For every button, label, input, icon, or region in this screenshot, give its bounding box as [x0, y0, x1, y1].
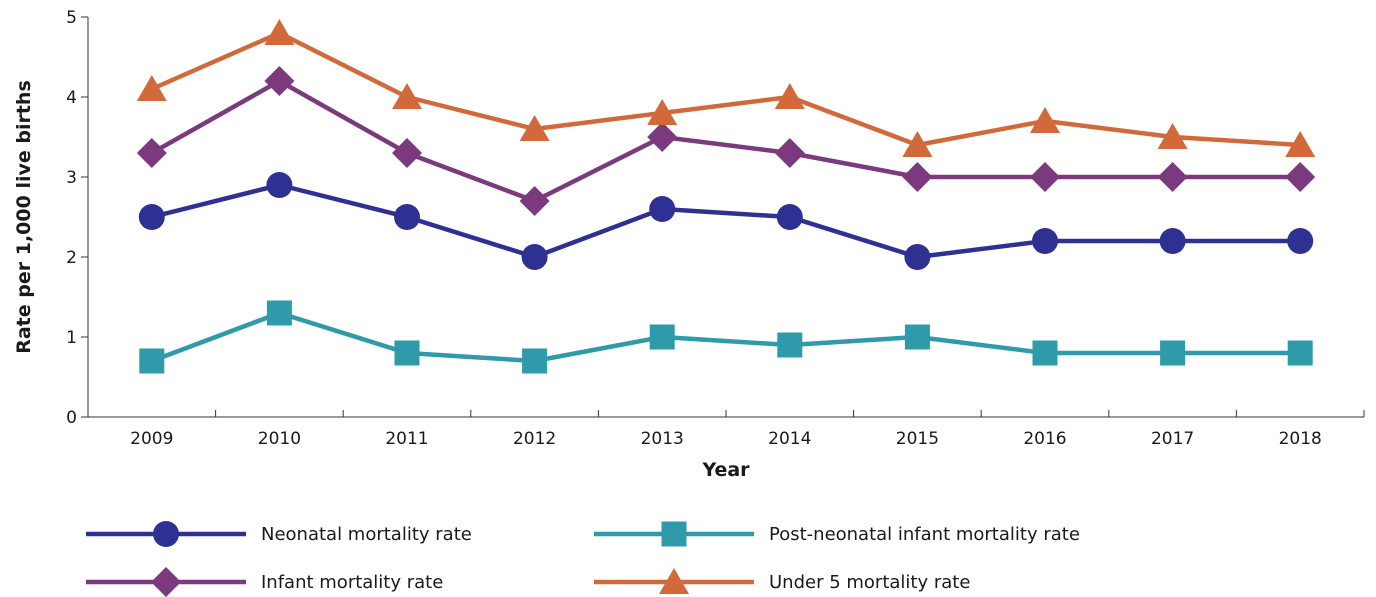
y-tick-label: 1	[66, 328, 77, 348]
x-tick-label: 2016	[1023, 429, 1066, 449]
legend-label: Neonatal mortality rate	[261, 524, 472, 545]
data-point-square	[522, 348, 548, 374]
data-point-circle	[1287, 228, 1314, 254]
legend: Neonatal mortality rate Post-neonatal inf…	[86, 521, 1080, 597]
data-point-triangle	[1285, 131, 1316, 157]
x-tick-label: 2015	[896, 429, 939, 449]
data-point-circle	[776, 204, 803, 230]
y-axis-title: Rate per 1,000 live births	[13, 80, 35, 354]
data-point-circle	[394, 204, 420, 230]
data-point-square	[394, 340, 420, 366]
legend-marker-square	[661, 521, 687, 547]
y-tick-label: 2	[66, 248, 77, 268]
y-tick-label: 5	[66, 8, 77, 28]
data-point-diamond	[774, 138, 805, 168]
data-point-circle	[649, 196, 676, 222]
legend-item: Under 5 mortality rate	[594, 568, 970, 594]
series-layer	[136, 19, 1316, 374]
legend-item: Infant mortality rate	[86, 567, 443, 597]
legend-item: Post-neonatal infant mortality rate	[594, 521, 1080, 547]
data-point-triangle	[774, 83, 805, 109]
x-axis-title: Year	[701, 459, 750, 481]
data-point-circle	[266, 172, 293, 198]
series-line	[151, 310, 1301, 364]
data-point-diamond	[1285, 162, 1316, 192]
data-point-diamond	[1157, 162, 1188, 192]
axes: 0 1 2 3 4 5 2009 2010 2011 2012 2013 2014 2015 2016 20…	[66, 8, 1365, 449]
x-tick-label: 2010	[258, 429, 301, 449]
series-line	[150, 78, 1301, 204]
data-point-square	[649, 324, 675, 350]
series-diamond	[136, 66, 1316, 216]
data-point-triangle	[264, 19, 295, 45]
data-point-triangle	[1030, 107, 1060, 133]
x-tick-label: 2018	[1279, 429, 1322, 449]
series-circle	[138, 172, 1314, 270]
x-tick-label: 2014	[768, 429, 811, 449]
data-point-diamond	[902, 162, 933, 192]
series-line	[150, 30, 1301, 148]
series-square	[139, 300, 1313, 374]
data-point-circle	[521, 244, 548, 270]
legend-marker-triangle	[659, 568, 689, 594]
legend-label: Under 5 mortality rate	[769, 572, 970, 593]
y-tick-label: 4	[66, 88, 77, 108]
data-point-circle	[1032, 228, 1058, 254]
data-point-square	[777, 332, 803, 358]
data-point-triangle	[392, 83, 422, 109]
legend-marker-diamond	[151, 567, 181, 597]
data-point-square	[904, 324, 930, 350]
data-point-diamond	[392, 138, 422, 168]
y-tick-label: 0	[66, 408, 77, 428]
data-point-diamond	[647, 122, 678, 152]
data-point-circle	[1159, 228, 1186, 254]
data-point-square	[1160, 340, 1186, 366]
data-point-diamond	[264, 66, 295, 96]
legend-label: Infant mortality rate	[261, 572, 443, 593]
data-point-diamond	[1030, 162, 1060, 192]
x-tick-label: 2009	[130, 429, 173, 449]
x-tick-label: 2013	[641, 429, 684, 449]
data-point-triangle	[647, 99, 678, 125]
data-point-circle	[904, 244, 931, 270]
data-point-square	[139, 348, 165, 374]
data-point-diamond	[519, 186, 550, 216]
legend-item: Neonatal mortality rate	[86, 521, 472, 547]
x-tick-label: 2012	[513, 429, 556, 449]
legend-marker-circle	[153, 521, 179, 547]
data-point-square	[1287, 340, 1313, 366]
data-point-triangle	[519, 115, 550, 141]
x-tick-label: 2011	[385, 429, 428, 449]
data-point-triangle	[902, 131, 933, 157]
data-point-square	[1032, 340, 1058, 366]
data-point-triangle	[136, 75, 167, 101]
legend-label: Post-neonatal infant mortality rate	[769, 524, 1080, 545]
data-point-triangle	[1157, 123, 1188, 149]
data-point-square	[266, 300, 292, 326]
data-point-circle	[138, 204, 165, 230]
x-tick-label: 2017	[1151, 429, 1194, 449]
series-line	[151, 182, 1301, 260]
data-point-diamond	[136, 138, 167, 168]
series-triangle	[136, 19, 1316, 157]
y-tick-label: 3	[66, 168, 77, 188]
